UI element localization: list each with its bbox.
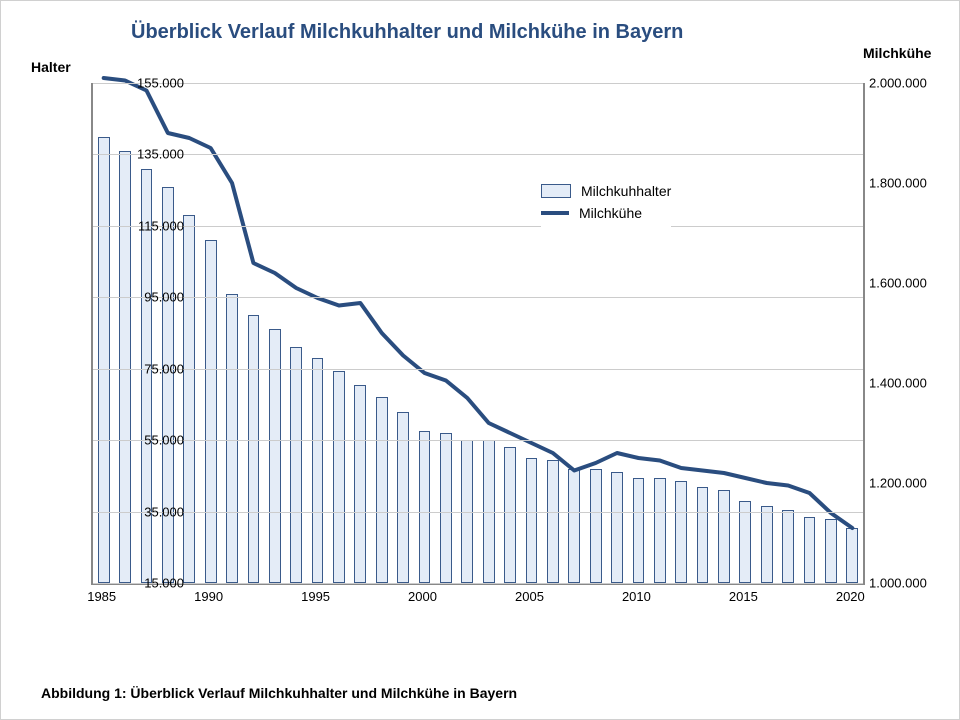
chart-title: Überblick Verlauf Milchkuhhalter und Mil…	[131, 21, 683, 44]
legend-item-bars: Milchkuhhalter	[541, 183, 671, 199]
legend-line-icon	[541, 211, 569, 215]
legend: Milchkuhhalter Milchkühe	[541, 177, 671, 227]
chart-page: Überblick Verlauf Milchkuhhalter und Mil…	[0, 0, 960, 720]
plot-area	[91, 83, 865, 585]
y2-axis-label: Milchkühe	[863, 45, 931, 61]
legend-label-bars: Milchkuhhalter	[581, 183, 671, 199]
y1-axis-label: Halter	[31, 59, 71, 75]
legend-swatch-icon	[541, 184, 571, 198]
line-layer	[93, 83, 863, 583]
legend-item-line: Milchkühe	[541, 205, 671, 221]
legend-label-line: Milchkühe	[579, 205, 642, 221]
figure-caption: Abbildung 1: Überblick Verlauf Milchkuhh…	[41, 685, 517, 701]
